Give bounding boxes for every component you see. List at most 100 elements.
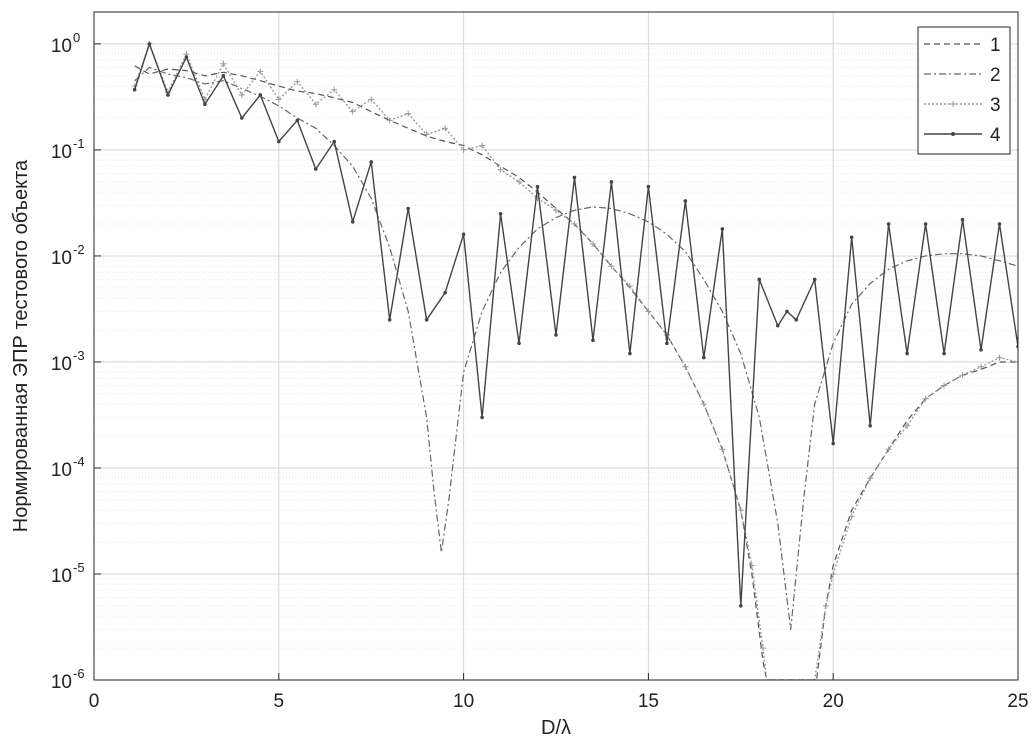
series-4-point <box>166 93 170 97</box>
series-3-point <box>386 117 393 124</box>
series-3-line <box>134 43 1018 680</box>
legend-label-1: 1 <box>990 35 1001 56</box>
series-4-point <box>461 232 466 237</box>
series-3-point <box>922 395 929 402</box>
series-4-point <box>979 348 983 352</box>
series-3-point <box>442 125 449 132</box>
series-4-point <box>785 309 789 314</box>
series-4-point <box>739 604 743 608</box>
series-4-point <box>794 317 799 322</box>
series-4-point <box>812 277 817 282</box>
series-4-point <box>240 116 244 120</box>
series-4-point <box>350 219 355 224</box>
legend-marker-4 <box>951 132 955 136</box>
series-3-point <box>423 131 430 138</box>
series-3-point <box>257 68 264 75</box>
series-3-point <box>996 354 1003 361</box>
series-3-point <box>978 363 985 370</box>
y-tick-exponent: -6 <box>73 666 85 681</box>
series-3-point <box>867 475 874 482</box>
legend-label-2: 2 <box>990 65 1001 86</box>
series-3-point <box>748 562 755 569</box>
series-4-point <box>147 42 152 46</box>
series-3-point <box>589 240 596 247</box>
series-4-point <box>720 227 725 231</box>
series-3-point <box>497 166 504 173</box>
series-3-point <box>645 308 652 315</box>
series-layer <box>131 40 1018 680</box>
y-tick-label: 10 <box>51 142 72 163</box>
x-tick-label: 5 <box>274 691 285 712</box>
series-3-point <box>830 570 837 577</box>
series-4-point <box>849 235 854 240</box>
series-4-point <box>184 55 189 59</box>
series-4-point <box>424 317 429 322</box>
series-4-point <box>905 351 909 356</box>
series-4-point <box>554 333 558 337</box>
series-4-point <box>702 355 706 360</box>
y-tick-label: 10 <box>51 248 72 269</box>
y-tick-label: 10 <box>51 36 72 57</box>
y-tick-exponent: 0 <box>73 30 80 45</box>
series-4-point <box>258 93 263 97</box>
series-4-point <box>535 184 540 189</box>
series-3-point <box>479 142 486 149</box>
series-3-point <box>238 91 245 98</box>
series-3-point <box>460 146 467 153</box>
plot-frame <box>93 11 1019 681</box>
legend-box <box>917 26 1011 155</box>
series-3-point <box>608 263 615 270</box>
y-tick-exponent: -4 <box>73 454 85 469</box>
series-4-point <box>132 87 137 92</box>
series-4-point <box>868 423 872 428</box>
x-tick-label: 0 <box>89 691 100 712</box>
series-3-point <box>941 382 948 389</box>
series-4-line <box>134 43 1018 607</box>
series-3-point <box>220 60 227 67</box>
x-tick-label: 25 <box>1007 691 1028 712</box>
x-tick-labels: 0 5 10 15 20 25 <box>89 673 1029 712</box>
y-tick-exponent: -1 <box>73 136 85 151</box>
series-4-point <box>757 277 762 282</box>
y-tick-label: 10 <box>51 354 72 375</box>
series-3 <box>131 40 1018 680</box>
series-3-point <box>571 221 578 228</box>
series-4-point <box>646 184 651 189</box>
series-4-point <box>886 222 891 226</box>
series-3-point <box>885 446 892 453</box>
y-tick-label: 10 <box>51 566 72 587</box>
series-4-point <box>480 415 484 420</box>
series-4-point <box>923 222 928 226</box>
y-tick-label: 10 <box>51 672 72 693</box>
series-4-point <box>387 317 392 322</box>
y-tick-exponent: -5 <box>73 560 85 575</box>
series-3-point <box>553 207 559 214</box>
series-4-point <box>591 338 595 343</box>
series-3-point <box>700 401 707 408</box>
series-3-point <box>1015 358 1018 365</box>
series-2-line <box>134 66 1018 630</box>
series-4-point <box>517 341 521 346</box>
legend-marker-3 <box>950 101 956 107</box>
series-4-point <box>997 222 1002 226</box>
series-3-point <box>822 602 829 609</box>
y-tick-exponent: -2 <box>73 242 85 257</box>
legend: 1 2 3 4 <box>917 26 1011 155</box>
series-3-point <box>904 422 911 429</box>
series-3-point <box>349 108 356 115</box>
series-4-point <box>628 351 632 356</box>
x-axis-label: D/λ <box>541 717 571 739</box>
legend-label-4: 4 <box>990 125 1001 146</box>
series-4-point <box>498 211 503 216</box>
plot-area <box>94 12 1018 680</box>
series-4-point <box>665 341 669 346</box>
series-3-point <box>719 446 726 453</box>
y-axis-label: Нормированная ЭПР тестового объекта <box>10 159 32 532</box>
series-3-point <box>312 101 319 108</box>
y-tick-label: 10 <box>51 460 72 481</box>
series-3-point <box>663 331 670 338</box>
series-3-point <box>275 96 282 103</box>
series-3-point <box>294 78 301 85</box>
series-4-point <box>332 139 337 144</box>
series-3-point <box>759 645 766 652</box>
